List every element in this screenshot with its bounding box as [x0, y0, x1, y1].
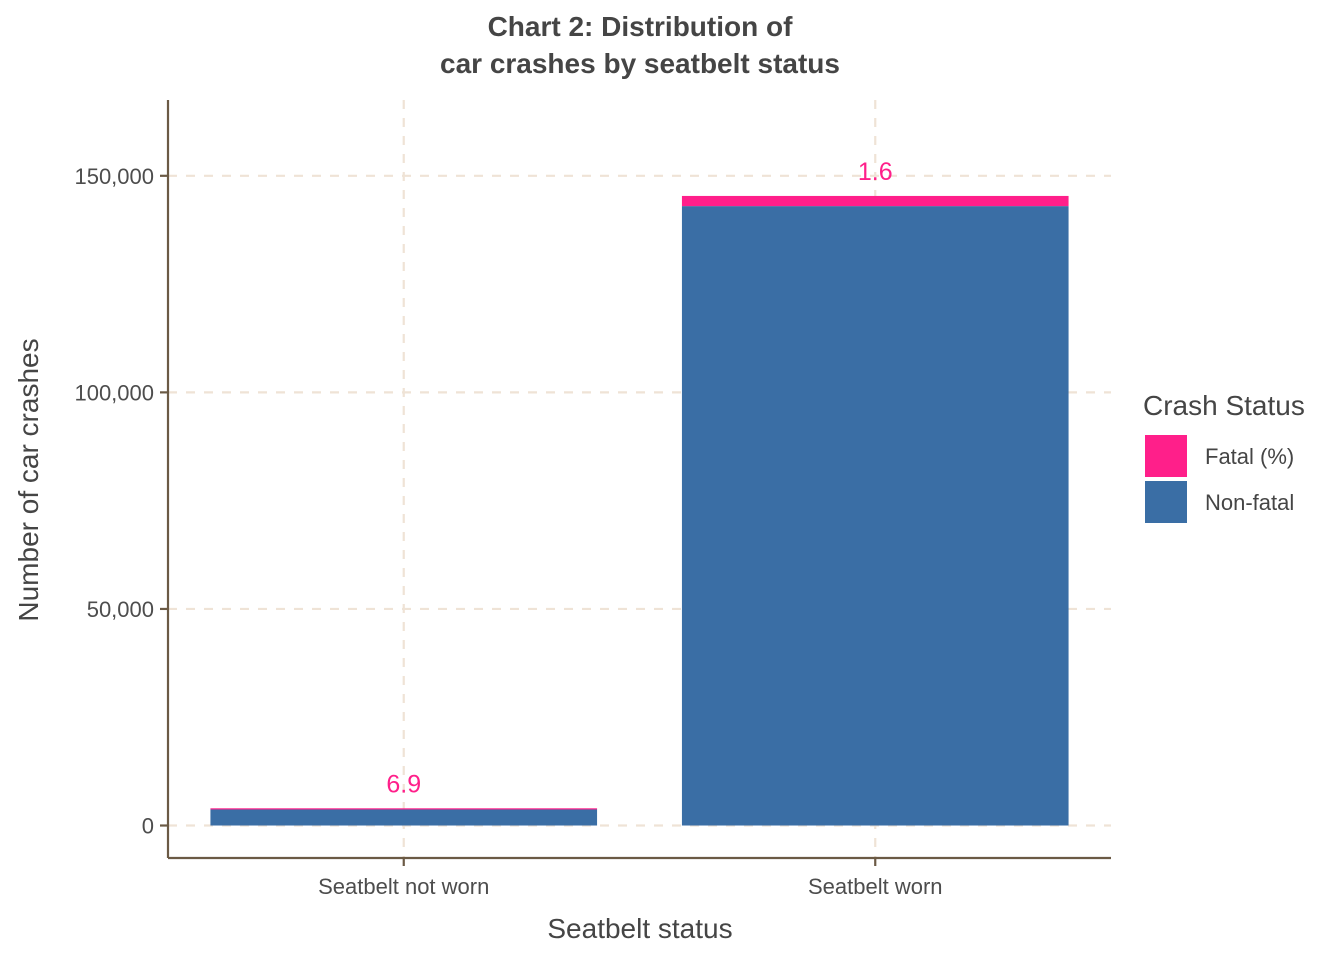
x-axis-title: Seatbelt status — [547, 913, 732, 944]
bar-fatal — [210, 808, 598, 810]
data-labels: 6.9 1.6 — [386, 158, 892, 798]
axes: 0 50,000 100,000 150,000 Seatbelt not worn Se… — [74, 100, 1111, 899]
bar-non-fatal — [210, 809, 598, 826]
x-tick-label: Seatbelt worn — [808, 874, 943, 899]
y-tick-label: 150,000 — [74, 164, 154, 189]
legend-title: Crash Status — [1143, 390, 1305, 421]
bars — [210, 195, 1069, 826]
y-axis-title: Number of car crashes — [13, 338, 44, 621]
data-label: 6.9 — [386, 770, 421, 798]
legend-swatch — [1145, 481, 1187, 523]
chart-title-line-2: car crashes by seatbelt status — [440, 48, 840, 79]
bar-non-fatal — [681, 206, 1069, 826]
bar-fatal — [681, 195, 1069, 207]
chart-title-line-1: Chart 2: Distribution of — [488, 11, 794, 42]
y-tick-label: 0 — [142, 814, 154, 839]
legend-label: Non-fatal — [1205, 490, 1294, 515]
y-tick-label: 100,000 — [74, 380, 154, 405]
legend-swatch — [1145, 435, 1187, 477]
x-tick-label: Seatbelt not worn — [318, 874, 489, 899]
data-label: 1.6 — [858, 158, 893, 186]
legend: Crash Status Fatal (%) Non-fatal — [1143, 390, 1305, 523]
legend-label: Fatal (%) — [1205, 444, 1294, 469]
y-tick-label: 50,000 — [87, 597, 154, 622]
